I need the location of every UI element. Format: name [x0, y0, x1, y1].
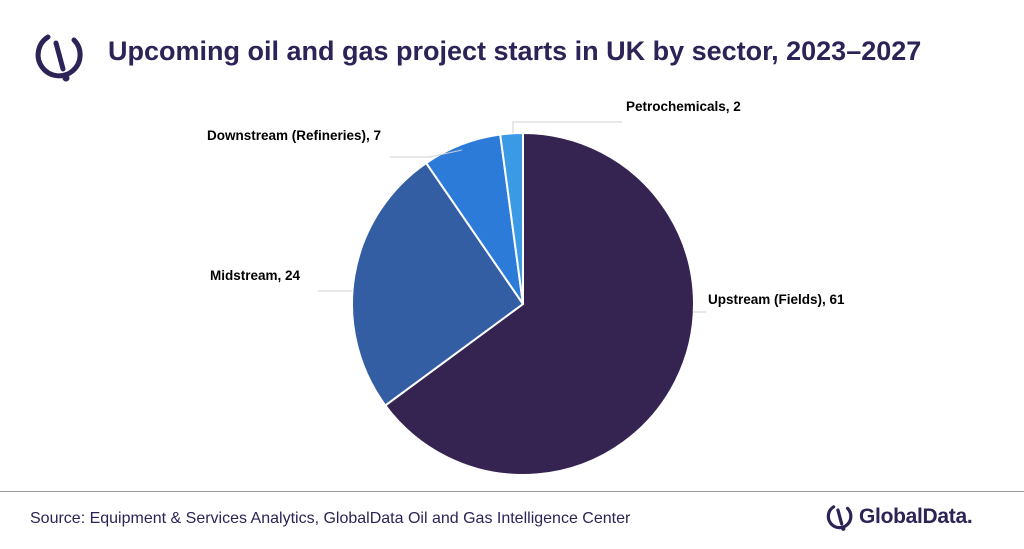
data-labels: Upstream (Fields), 61 Midstream, 24 Downst… — [207, 99, 845, 307]
data-label: Midstream, 24 — [210, 268, 301, 283]
leader-line — [512, 121, 622, 133]
footer-divider — [0, 491, 1024, 492]
pie-slice-petrochemicals — [499, 131, 524, 305]
leader-line — [390, 149, 463, 158]
leader-lines — [318, 121, 706, 313]
source-note: Source: Equipment & Services Analytics, … — [30, 510, 631, 527]
data-label: Upstream (Fields), 61 — [708, 292, 845, 307]
data-label: Petrochemicals, 2 — [626, 99, 741, 114]
globaldata-logo-icon — [35, 34, 83, 82]
brand-name: GlobalData. — [859, 505, 973, 528]
pie-slices — [351, 131, 695, 476]
chart-title: Upcoming oil and gas project starts in U… — [108, 36, 922, 66]
data-label: Downstream (Refineries), 7 — [207, 128, 381, 143]
pie-slice-midstream — [351, 161, 525, 407]
brand-logo: GlobalData. — [824, 502, 973, 532]
pie-slice-upstream-fields — [383, 131, 695, 476]
globaldata-brand-icon — [826, 505, 853, 531]
